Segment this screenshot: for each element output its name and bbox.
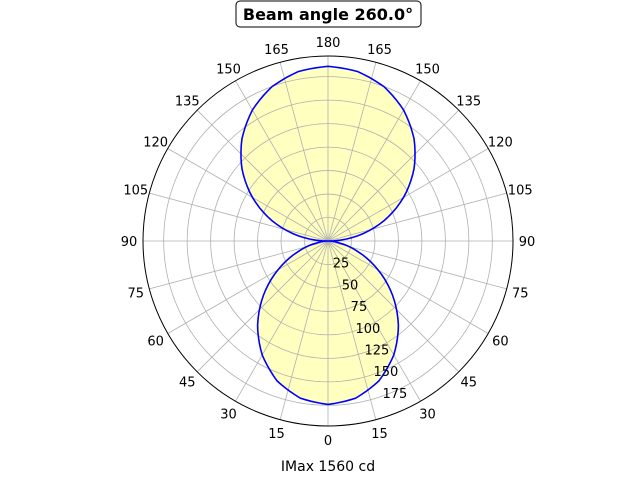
theta-gridline — [167, 148, 329, 242]
r-tick-label: 175 — [382, 387, 407, 402]
theta-gridline — [327, 240, 421, 402]
x-axis-label: IMax 1560 cd — [281, 459, 375, 475]
theta-tick-label: 120 — [143, 136, 168, 151]
theta-tick-label: 60 — [492, 335, 509, 350]
theta-tick-label: 45 — [179, 376, 196, 391]
theta-gridline — [167, 240, 329, 334]
theta-gridline — [327, 240, 489, 334]
r-tick-label: 50 — [342, 278, 359, 293]
r-tick-label: 25 — [333, 257, 350, 272]
theta-gridline — [327, 240, 460, 373]
r-tick-label: 100 — [356, 322, 381, 337]
theta-tick-label: 105 — [508, 183, 533, 198]
r-tick-label: 150 — [373, 365, 398, 380]
title-box — [235, 0, 422, 28]
theta-tick-label: 75 — [512, 287, 529, 302]
theta-tick-label: 120 — [488, 136, 513, 151]
theta-tick-label: 15 — [268, 427, 285, 442]
theta-gridline — [327, 148, 489, 242]
theta-tick-label: 30 — [419, 407, 436, 422]
theta-tick-label: 165 — [367, 43, 392, 58]
r-tick-label: 75 — [351, 300, 368, 315]
theta-tick-label: 135 — [175, 94, 200, 109]
theta-gridline — [149, 192, 329, 242]
theta-tick-label: 180 — [316, 36, 341, 51]
theta-gridline — [235, 240, 329, 402]
theta-gridline — [196, 109, 329, 242]
theta-tick-label: 75 — [128, 287, 145, 302]
theta-gridline — [149, 240, 329, 290]
theta-gridline — [196, 240, 329, 373]
theta-gridline — [279, 62, 329, 242]
theta-tick-label: 30 — [220, 407, 237, 422]
theta-gridline — [327, 62, 377, 242]
theta-tick-label: 60 — [147, 335, 164, 350]
r-tick-label: 125 — [365, 343, 390, 358]
theta-tick-label: 150 — [415, 63, 440, 78]
theta-tick-label: 90 — [519, 235, 536, 250]
theta-tick-label: 90 — [121, 235, 138, 250]
outer-spine — [142, 55, 514, 427]
theta-gridline — [327, 240, 507, 290]
theta-gridline — [235, 80, 329, 242]
theta-tick-label: 45 — [460, 376, 477, 391]
theta-tick-label: 15 — [371, 427, 388, 442]
chart-title: Beam angle 260.0° — [243, 5, 413, 24]
theta-tick-label: 105 — [123, 183, 148, 198]
theta-tick-label: 150 — [216, 63, 241, 78]
theta-tick-label: 135 — [456, 94, 481, 109]
intensity-curve — [240, 65, 416, 406]
theta-tick-label: 0 — [324, 434, 332, 449]
theta-gridline — [327, 80, 421, 242]
theta-gridline — [327, 109, 460, 242]
theta-tick-label: 165 — [264, 43, 289, 58]
theta-gridline — [327, 192, 507, 242]
